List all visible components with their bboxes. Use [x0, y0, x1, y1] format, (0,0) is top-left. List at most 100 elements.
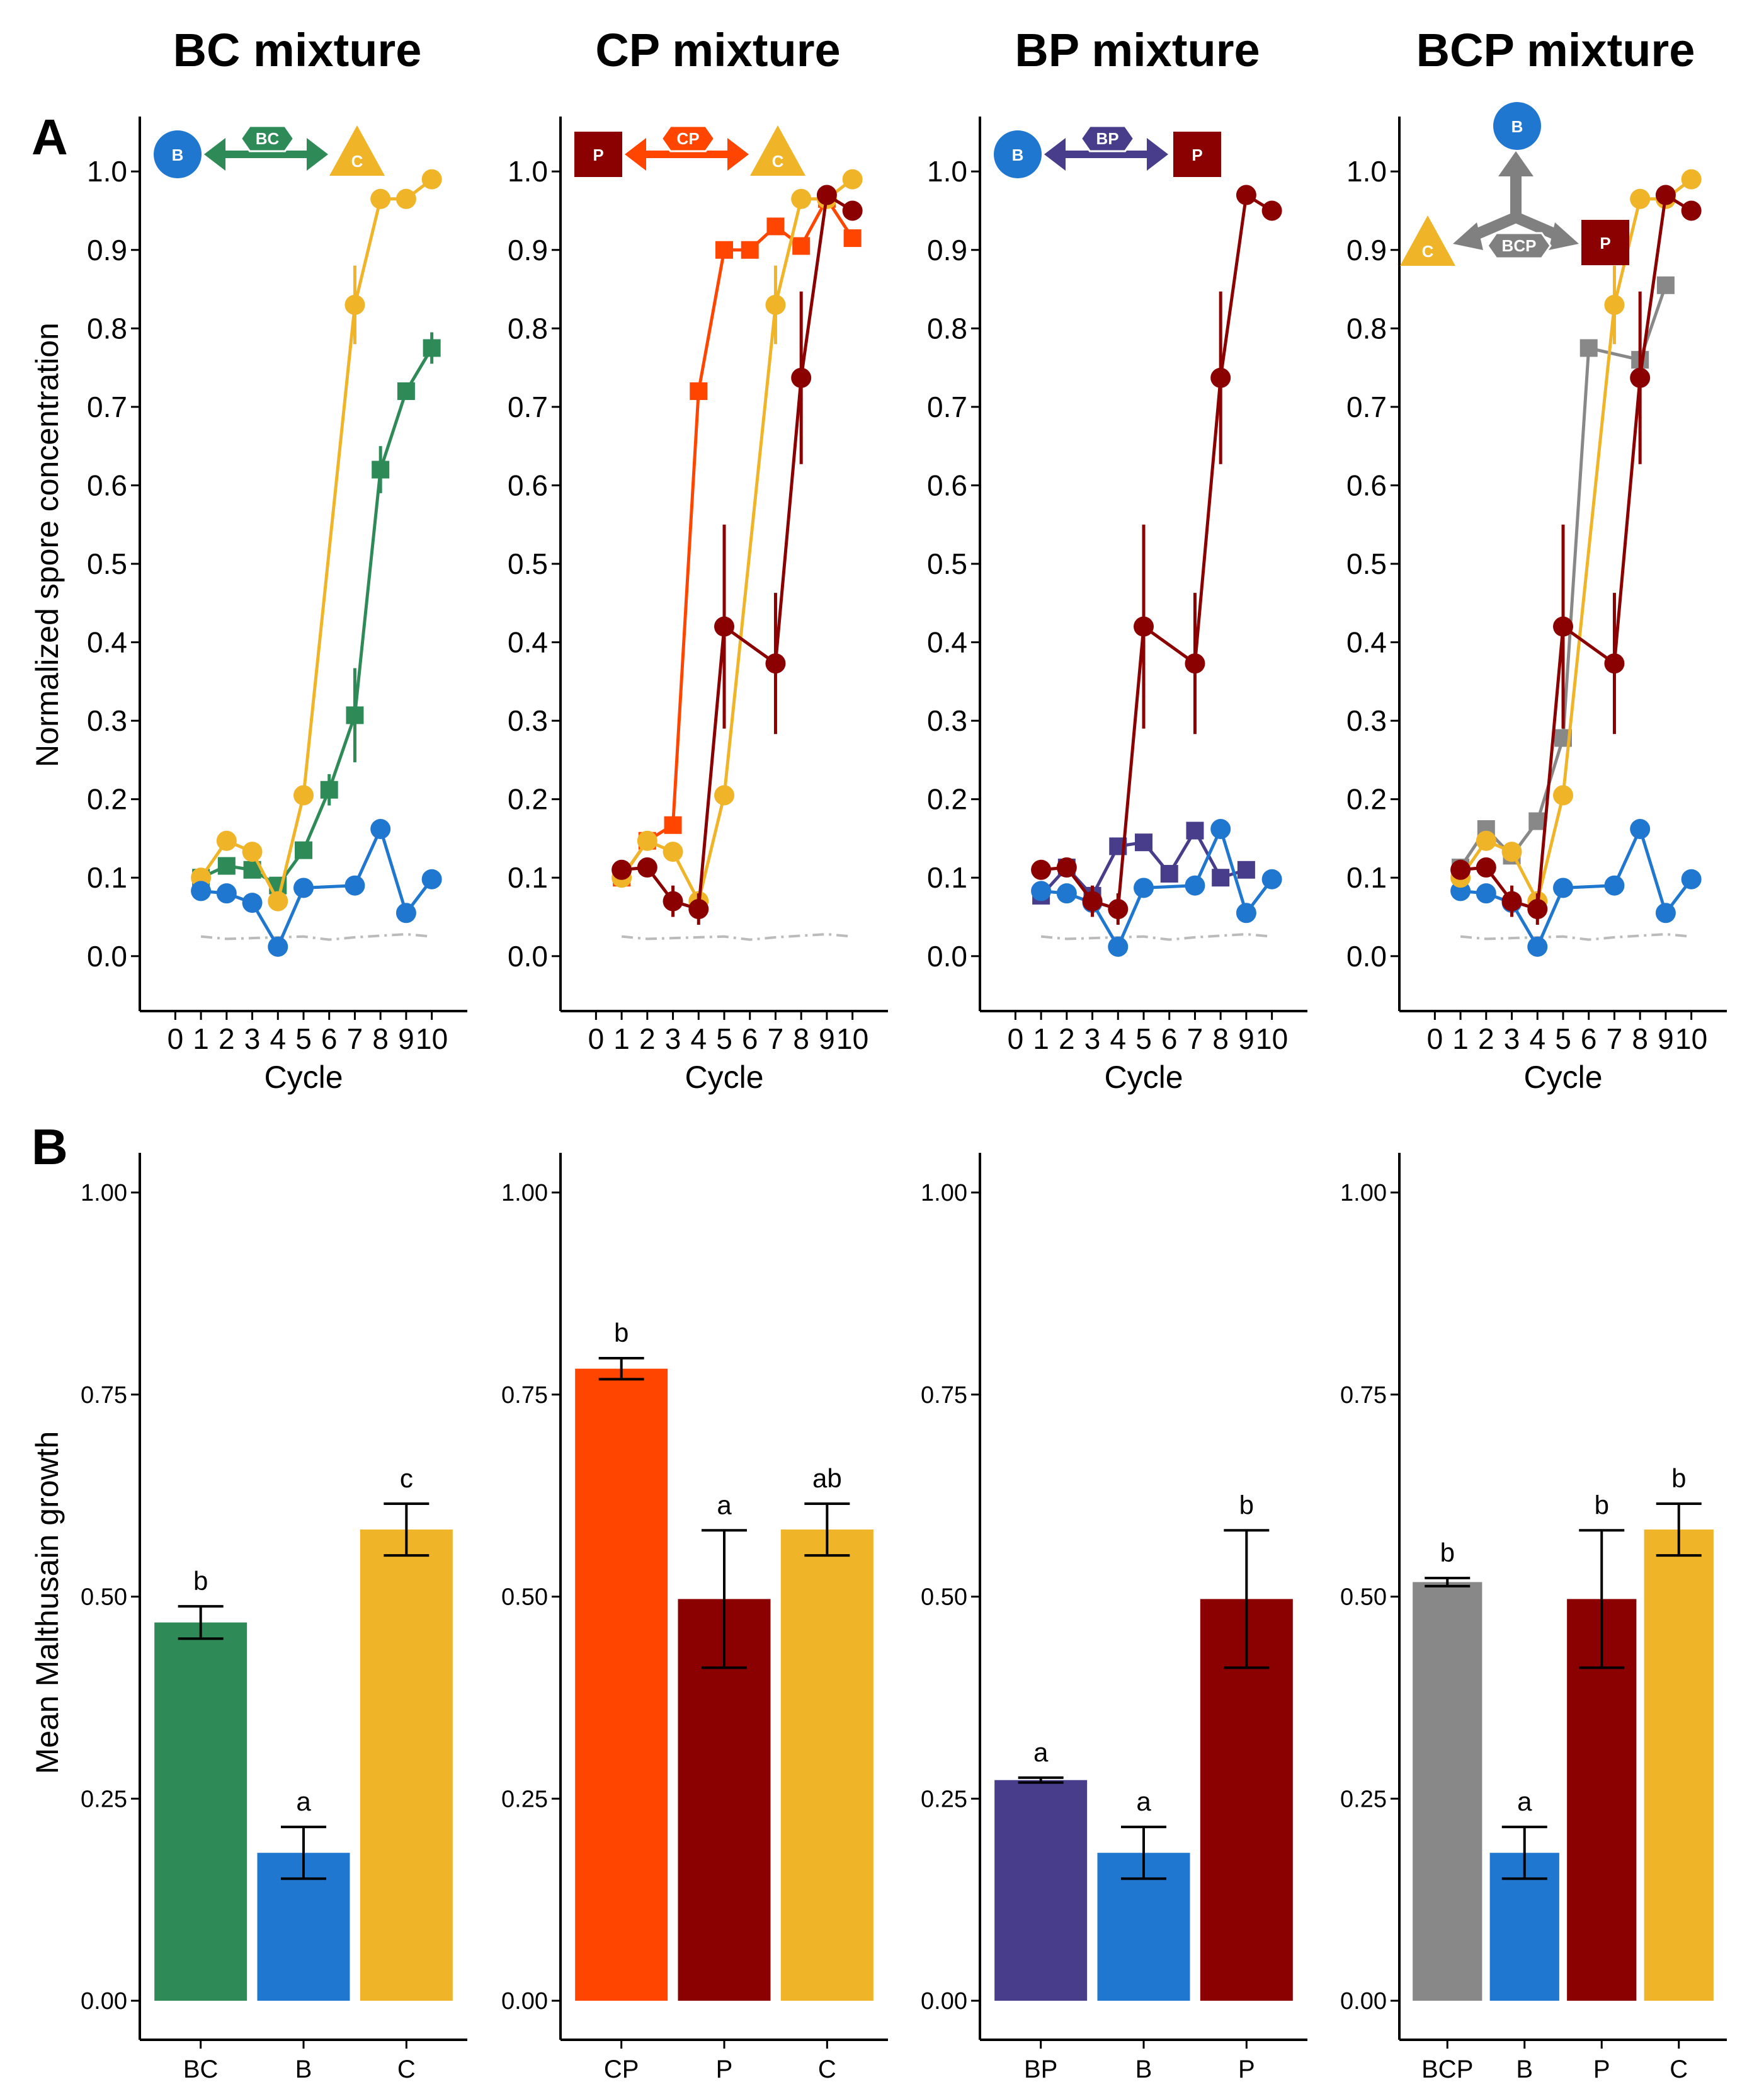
category-label: B [1516, 2056, 1533, 2083]
y-tick-label: 0.8 [1346, 312, 1387, 345]
y-tick-label: 1.0 [508, 155, 548, 188]
point-B [1236, 903, 1256, 924]
y-tick-label: 0.1 [87, 861, 127, 894]
y-tick-label: 0.7 [1346, 391, 1387, 423]
point-B [191, 881, 212, 901]
icon-arrowhead-left [1044, 138, 1066, 171]
bar-chart: 0.00 0.25 0.50 0.75 1.00 a BP a Bb P [921, 1153, 1307, 2083]
point-P [1450, 859, 1471, 880]
point-B [1134, 878, 1154, 898]
y-tick-label: 0.75 [921, 1382, 967, 1409]
point-BC [346, 706, 364, 724]
bar-C [1644, 1530, 1714, 2001]
point-BP [1160, 865, 1178, 883]
x-tick-label: 1 [613, 1022, 630, 1055]
point-BP [1212, 869, 1230, 887]
baseline-line [1460, 932, 1692, 941]
point-C [1604, 294, 1625, 315]
point-P [1031, 859, 1052, 880]
point-BP [1186, 821, 1204, 840]
y-tick-label: 0.50 [921, 1584, 967, 1611]
y-tick-label: 1.0 [927, 155, 967, 188]
x-tick-label: 0 [1008, 1022, 1024, 1055]
y-tick-label: 0.0 [508, 940, 548, 973]
panel-title: BP mixture [1015, 24, 1260, 76]
y-tick-label: 0.4 [87, 626, 127, 659]
x-tick-label: 4 [1110, 1022, 1126, 1055]
x-tick-label: 6 [321, 1022, 338, 1055]
x-tick-label: 4 [270, 1022, 286, 1055]
point-P [1655, 185, 1676, 205]
x-tick-label: 10 [1675, 1022, 1707, 1055]
x-tick-label: 1 [1033, 1022, 1049, 1055]
bar-y-axis-label: Mean Malthusain growth [30, 1431, 65, 1775]
series-line-B [1460, 824, 1693, 951]
x-tick-label: 2 [1059, 1022, 1075, 1055]
series-line-C [620, 178, 854, 906]
icon-square-P [574, 132, 622, 177]
y-tick-label: 1.0 [87, 155, 127, 188]
series-C [612, 169, 863, 912]
point-P [842, 200, 863, 221]
point-P [1553, 616, 1573, 637]
significance-letter: b [614, 1318, 629, 1347]
point-B [293, 878, 314, 898]
icon-hex-text-CP: CP [676, 129, 699, 148]
x-tick-label: 0 [588, 1022, 605, 1055]
series-C [191, 169, 442, 912]
x-tick-label: 6 [742, 1022, 758, 1055]
category-label: BP [1024, 2056, 1057, 2083]
x-tick-label: 6 [1581, 1022, 1597, 1055]
point-P [1185, 653, 1205, 674]
y-tick-label: 0.2 [508, 783, 548, 816]
y-tick-label: 1.00 [921, 1180, 967, 1206]
point-P [1236, 185, 1256, 205]
point-B [216, 883, 237, 904]
icon-circle-B [1493, 102, 1541, 150]
series-BC [192, 332, 441, 895]
point-B [421, 869, 442, 889]
y-tick-label: 0.4 [508, 626, 548, 659]
x-tick-label: 0 [1427, 1022, 1443, 1055]
x-tick-label: 8 [1632, 1022, 1648, 1055]
significance-letter: b [1595, 1490, 1609, 1519]
point-B [1056, 883, 1077, 904]
y-tick-label: 0.7 [927, 391, 967, 423]
significance-letter: a [1033, 1737, 1049, 1767]
bar-chart: 0.00 0.25 0.50 0.75 1.00 b CP a Pab C [501, 1153, 888, 2083]
series-line-B [1040, 824, 1273, 951]
icon-text-C: C [351, 152, 363, 171]
point-P [1108, 899, 1129, 920]
x-tick-label: 2 [1478, 1022, 1494, 1055]
y-tick-label: 0.2 [1346, 783, 1387, 816]
y-tick-label: 1.00 [1340, 1180, 1387, 1206]
y-tick-label: 0.25 [921, 1786, 967, 1812]
point-CP [843, 229, 862, 248]
panel-letter-a: A [31, 109, 68, 165]
series-P [1450, 185, 1702, 925]
point-P [1082, 891, 1103, 912]
icon-arrowhead-right [307, 138, 328, 171]
y-tick-label: 0.50 [81, 1584, 127, 1611]
icon-arrowhead-right [1147, 138, 1168, 171]
x-tick-label: 7 [1607, 1022, 1623, 1055]
category-label: B [1135, 2056, 1152, 2083]
point-P [791, 367, 812, 388]
panel-4: BCP mixture0.00.10.20.30.40.50.60.70.80.… [1340, 24, 1727, 2083]
icon-square-P [1173, 132, 1221, 177]
point-P [1501, 891, 1522, 912]
panel-title: CP mixture [595, 24, 840, 76]
point-B [1604, 875, 1625, 896]
significance-letter: b [1671, 1463, 1686, 1493]
point-C [242, 842, 263, 862]
y-tick-label: 0.5 [508, 547, 548, 580]
point-P [1134, 616, 1154, 637]
icon-arrowhead-up [1498, 151, 1534, 176]
y-tick-label: 0.75 [1340, 1382, 1387, 1409]
point-BCP [1656, 276, 1675, 294]
y-tick-label: 1.0 [1346, 155, 1387, 188]
icon-hex-BP [1079, 125, 1135, 152]
y-tick-label: 0.25 [501, 1786, 548, 1812]
y-tick-label: 0.3 [508, 704, 548, 737]
baseline-line [1040, 932, 1272, 941]
